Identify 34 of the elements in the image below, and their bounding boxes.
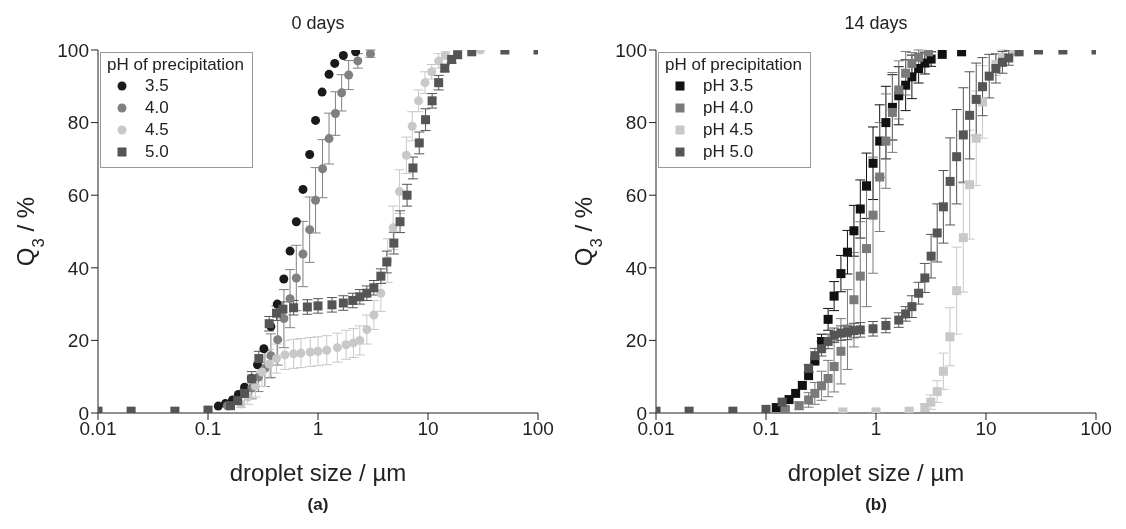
legend-label: pH 4.0	[703, 97, 754, 119]
y-tick-label: 40	[625, 257, 647, 279]
x-tick-label: 100	[1080, 418, 1112, 440]
x-axis-title: droplet size / µm	[229, 459, 407, 486]
y-tick-label: 100	[615, 39, 647, 61]
y-tick-label: 100	[57, 39, 89, 61]
legend-label: 4.5	[145, 119, 169, 141]
x-tick-label: 0.1	[194, 418, 222, 440]
legend-label: 3.5	[145, 75, 169, 97]
legend-label: pH 3.5	[703, 75, 754, 97]
x-tick-label: 100	[522, 418, 554, 440]
y-tick-label: 80	[67, 112, 89, 134]
legend-title: pH of precipitation	[665, 55, 803, 74]
y-tick-label: 20	[67, 330, 89, 352]
x-tick-label: 10	[975, 418, 997, 440]
legend-label: pH 5.0	[703, 141, 754, 163]
y-tick-label: 60	[67, 184, 89, 206]
x-axis-title: droplet size / µm	[787, 459, 965, 486]
x-tick-label: 10	[417, 418, 439, 440]
x-tick-label: 1	[870, 418, 882, 440]
chart-title: 0 days	[291, 13, 345, 33]
y-tick-label: 40	[67, 257, 89, 279]
y-tick-label: 20	[625, 330, 647, 352]
y-tick-label: 60	[625, 184, 647, 206]
x-tick-label: 1	[312, 418, 324, 440]
legend-title: pH of precipitation	[107, 55, 245, 74]
legend-label: 5.0	[145, 141, 169, 163]
chart-title: 14 days	[844, 13, 908, 33]
x-tick-label: 0.1	[752, 418, 780, 440]
legend-label: 4.0	[145, 97, 169, 119]
y-tick-label: 80	[625, 112, 647, 134]
legend-label: pH 4.5	[703, 119, 754, 141]
text: (a)	[307, 495, 329, 514]
text: (b)	[865, 495, 887, 514]
